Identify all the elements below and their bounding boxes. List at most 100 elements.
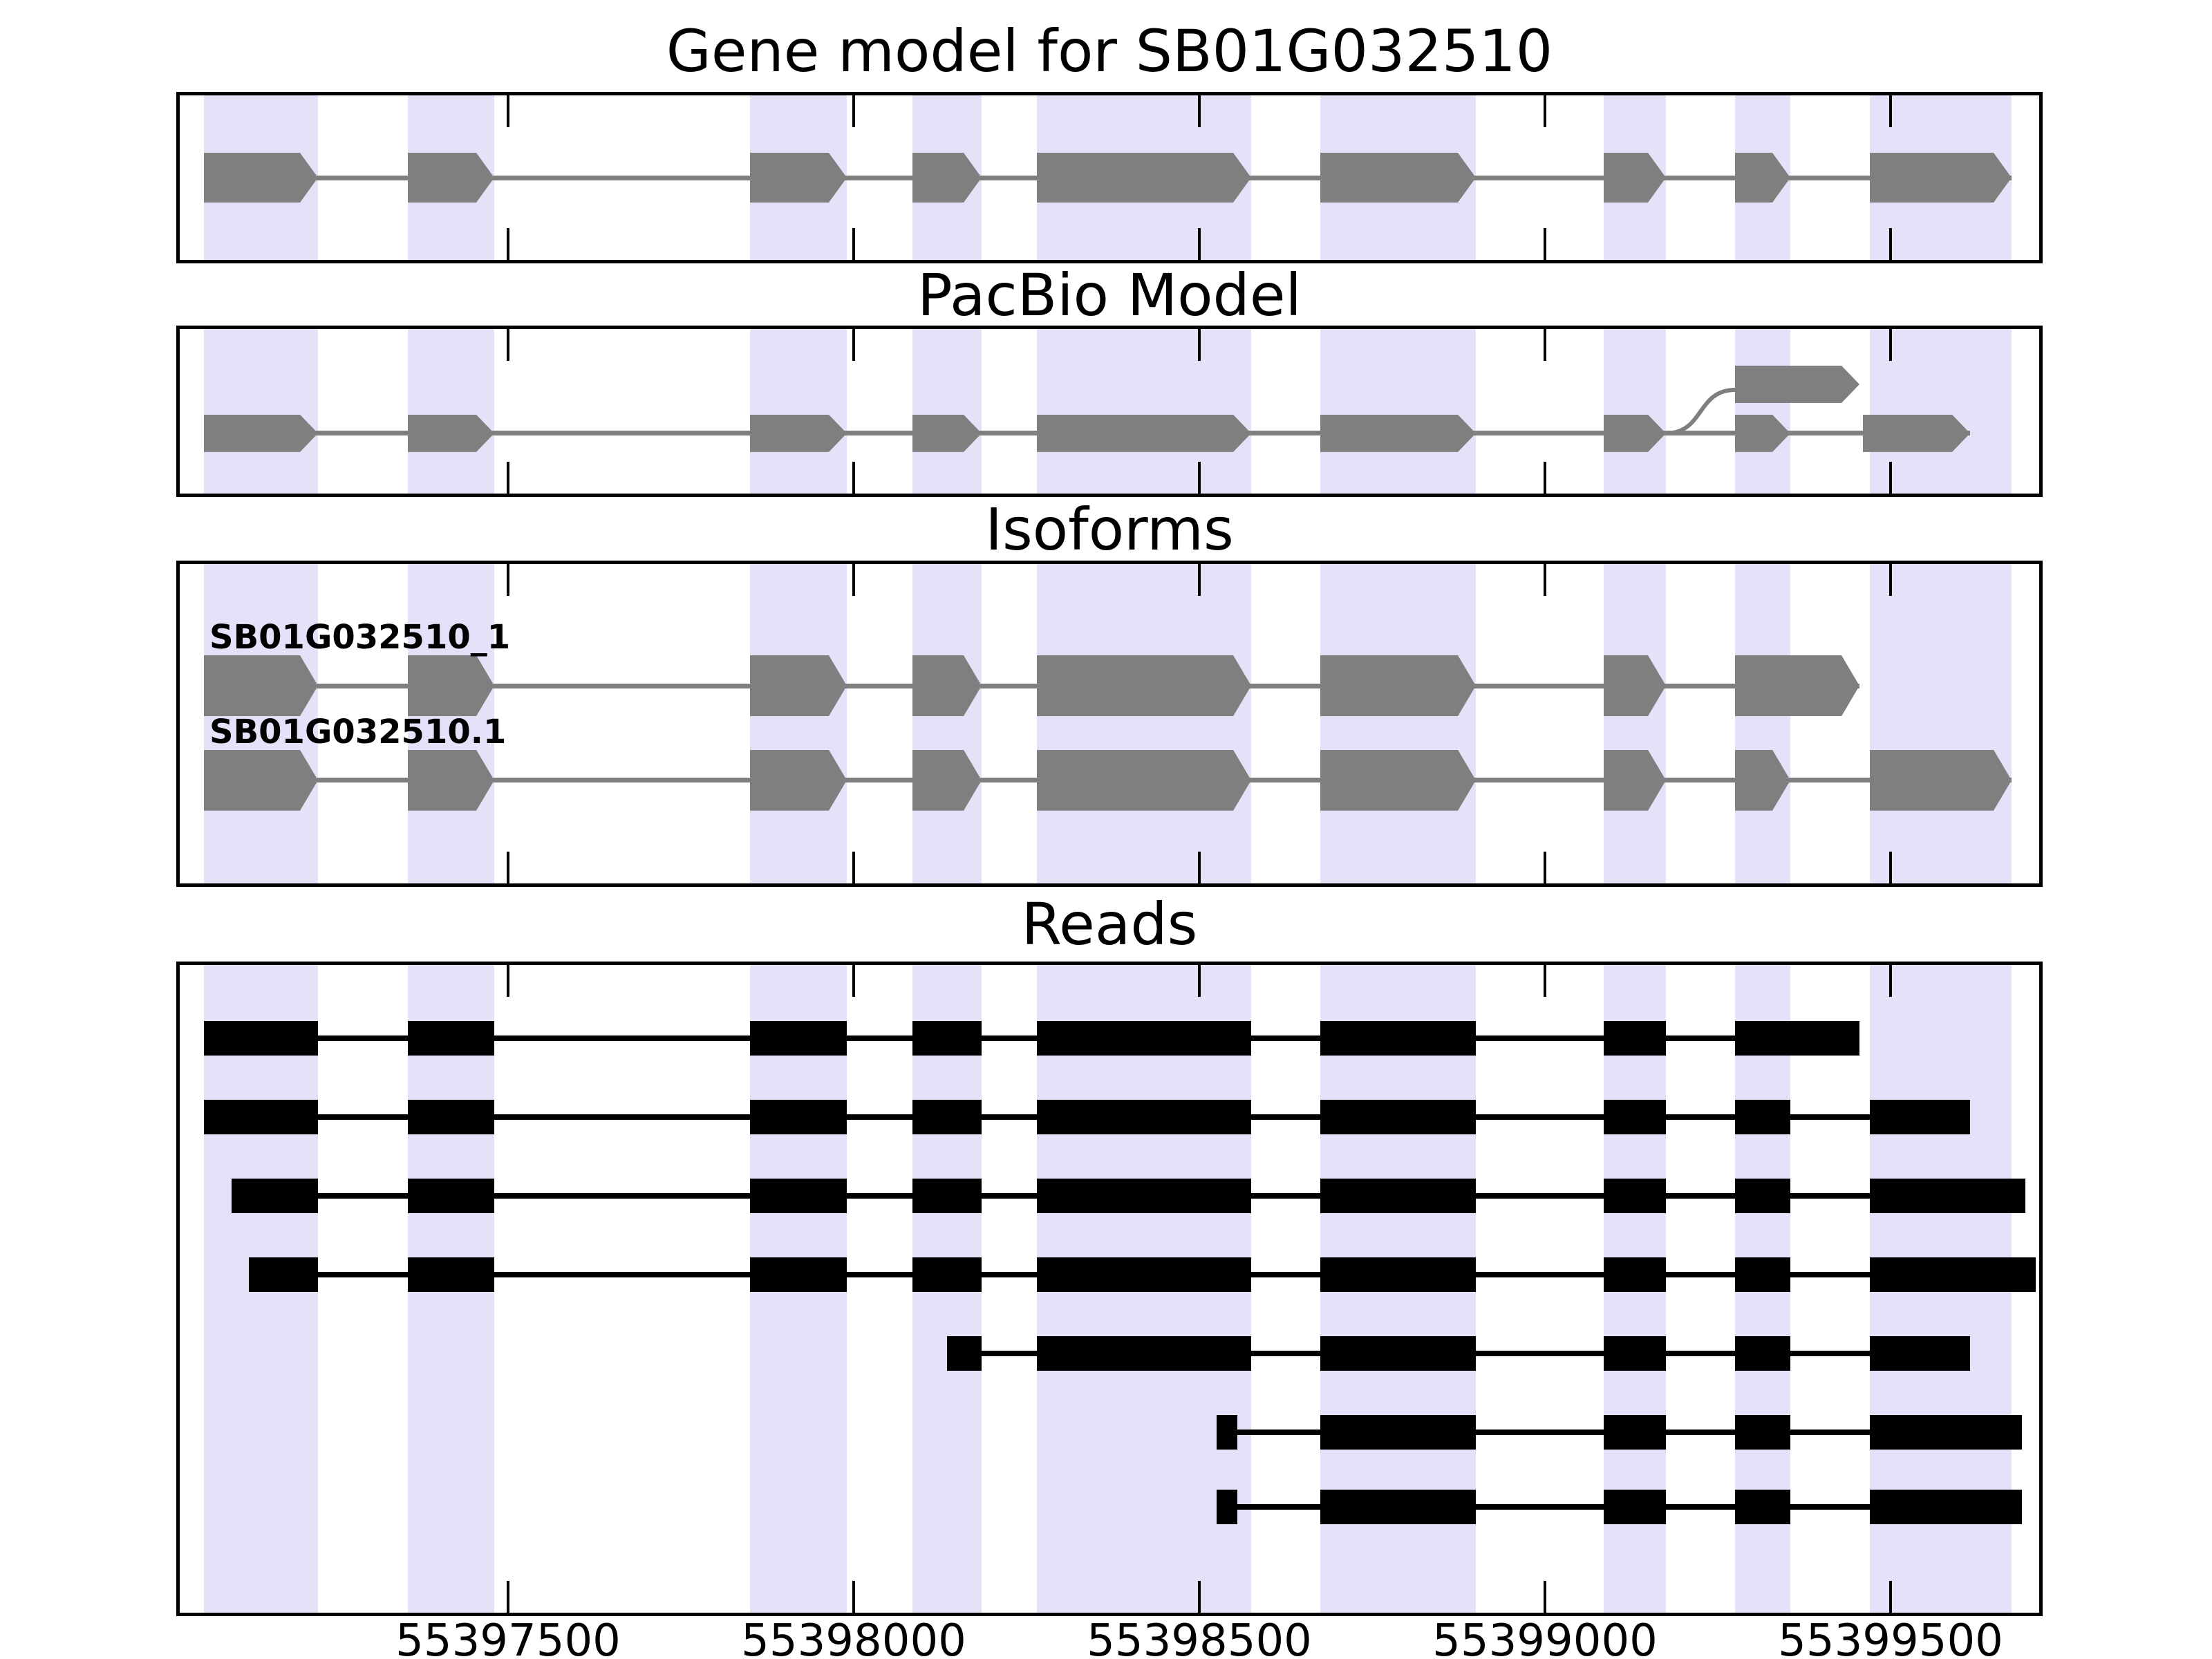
exon-highlight-band — [408, 564, 494, 883]
gene-model-exon — [750, 153, 847, 203]
x-tick-label: 55398500 — [1087, 1615, 1312, 1659]
pacbio-exon — [408, 414, 494, 452]
axis-tick-top — [507, 329, 509, 361]
isoform-exon — [750, 749, 847, 811]
read-segment — [1320, 1336, 1476, 1371]
read-segment — [1735, 1178, 1790, 1213]
exon-highlight-band — [204, 564, 318, 883]
exon-highlight-band — [1735, 564, 1790, 883]
exon-highlight-band — [750, 329, 847, 494]
exon-highlight-band — [1320, 564, 1476, 883]
read-segment — [1735, 1414, 1790, 1450]
axis-tick-top — [1198, 329, 1201, 361]
read-segment — [1604, 1336, 1666, 1371]
isoforms-panel-title: Isoforms — [985, 496, 1234, 563]
read-segment — [912, 1020, 982, 1056]
exon-highlight-band — [1870, 564, 2012, 883]
axis-tick-bottom — [1544, 228, 1546, 260]
read-segment — [1870, 1490, 2022, 1525]
axis-tick-bottom — [852, 1581, 855, 1613]
exon-highlight-band — [912, 329, 982, 494]
read-segment — [1604, 1020, 1666, 1056]
pacbio-exon — [204, 414, 318, 452]
read-segment — [1320, 1178, 1476, 1213]
exon-highlight-band — [750, 564, 847, 883]
read-segment — [750, 1257, 847, 1292]
axis-tick-bottom — [852, 852, 855, 883]
read-segment — [1037, 1178, 1251, 1213]
read-segment — [1320, 1100, 1476, 1135]
read-segment — [1604, 1414, 1666, 1450]
axis-tick-top — [507, 95, 509, 127]
gene-model-exon — [204, 153, 318, 203]
exon-highlight-band — [204, 329, 318, 494]
axis-tick-top — [1889, 329, 1892, 361]
axis-tick-top — [1198, 95, 1201, 127]
axis-tick-bottom — [1198, 852, 1201, 883]
axis-tick-bottom — [1889, 462, 1892, 494]
axis-tick-bottom — [852, 228, 855, 260]
read-segment — [1320, 1257, 1476, 1292]
axis-tick-bottom — [507, 852, 509, 883]
exon-highlight-band — [1735, 329, 1790, 494]
axis-tick-top — [1889, 95, 1892, 127]
axis-tick-bottom — [1544, 462, 1546, 494]
pacbio-panel-title: PacBio Model — [917, 261, 1302, 329]
axis-tick-top — [1544, 329, 1546, 361]
isoform-exon — [204, 749, 318, 811]
axis-tick-bottom — [507, 1581, 509, 1613]
exon-highlight-band — [1604, 329, 1666, 494]
pacbio-exon — [1037, 414, 1251, 452]
read-segment — [1735, 1100, 1790, 1135]
axis-tick-bottom — [1544, 852, 1546, 883]
gene-model-exon — [1320, 153, 1476, 203]
pacbio-exon — [1320, 414, 1476, 452]
read-segment — [750, 1178, 847, 1213]
pacbio-raised-exon — [1735, 365, 1859, 403]
read-segment — [947, 1336, 982, 1371]
gene-model-exon — [408, 153, 494, 203]
read-segment — [1037, 1100, 1251, 1135]
axis-tick-top — [852, 564, 855, 596]
isoform-label: SB01G032510.1 — [209, 712, 507, 751]
read-segment — [1037, 1020, 1251, 1056]
isoform-exon — [750, 655, 847, 717]
isoform-exon — [204, 655, 318, 717]
read-segment — [1217, 1490, 1237, 1525]
read-segment — [408, 1020, 494, 1056]
axis-tick-top — [1198, 965, 1201, 997]
axis-tick-bottom — [852, 462, 855, 494]
axis-tick-bottom — [507, 462, 509, 494]
read-segment — [1735, 1490, 1790, 1525]
exon-highlight-band — [1604, 564, 1666, 883]
panel-reads — [176, 962, 2043, 1616]
read-segment — [408, 1178, 494, 1213]
axis-tick-bottom — [1198, 462, 1201, 494]
read-segment — [232, 1178, 318, 1213]
x-tick-label: 55399000 — [1432, 1615, 1658, 1659]
isoform-exon — [1037, 655, 1251, 717]
read-segment — [912, 1100, 982, 1135]
read-segment — [1735, 1257, 1790, 1292]
isoform-exon — [1320, 655, 1476, 717]
axis-tick-bottom — [1198, 1581, 1201, 1613]
read-segment — [1320, 1490, 1476, 1525]
read-segment — [1037, 1336, 1251, 1371]
isoform-exon — [1037, 749, 1251, 811]
axis-tick-top — [507, 564, 509, 596]
exon-highlight-band — [1037, 329, 1251, 494]
exon-highlight-band — [912, 564, 982, 883]
axis-tick-bottom — [1198, 228, 1201, 260]
isoform-exon — [1320, 749, 1476, 811]
panel-pacbio-model — [176, 326, 2043, 497]
read-segment — [912, 1178, 982, 1213]
panel-isoforms: SB01G032510_1 SB01G032510.1 — [176, 561, 2043, 887]
axis-tick-bottom — [1889, 228, 1892, 260]
gene-model-exon — [1037, 153, 1251, 203]
axis-tick-top — [852, 329, 855, 361]
panel-gene-model — [176, 92, 2043, 263]
axis-tick-top — [852, 965, 855, 997]
axis-tick-bottom — [1889, 852, 1892, 883]
read-segment — [1735, 1020, 1859, 1056]
